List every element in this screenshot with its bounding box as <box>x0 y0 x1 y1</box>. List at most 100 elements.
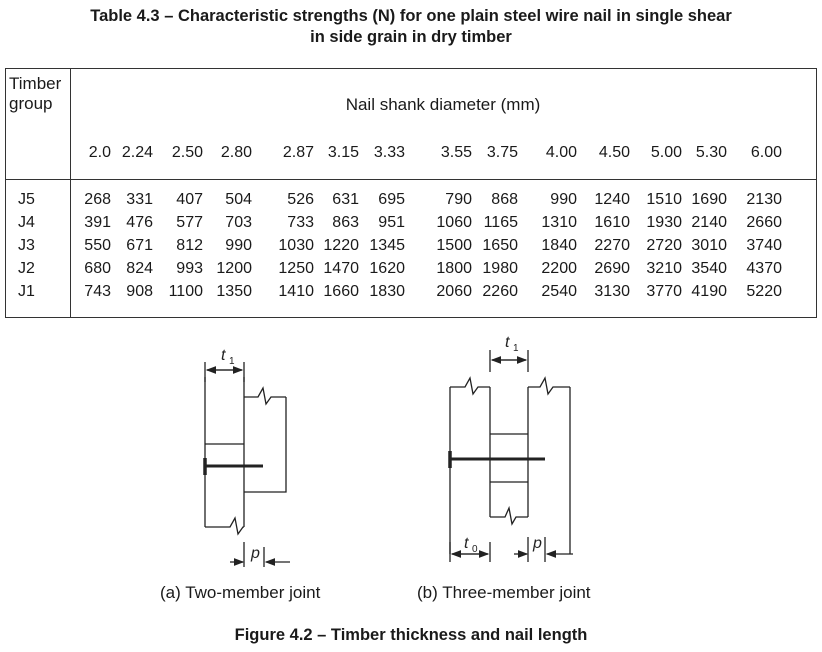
diameter-header-cell: 2.87 <box>282 144 314 161</box>
timber-group-header-text: Timber group <box>9 74 62 113</box>
strength-value-cell: 2270 <box>594 237 630 254</box>
diameter-header-cell: 3.33 <box>373 144 405 161</box>
strength-value-cell: 1310 <box>541 214 577 231</box>
t0-label-b: t <box>464 535 469 552</box>
diameter-header-cell: 2.0 <box>88 144 111 161</box>
strength-value-cell: 812 <box>176 237 203 254</box>
strength-value-cell: 1030 <box>278 237 314 254</box>
strength-value-cell: 1650 <box>482 237 518 254</box>
strength-value-cell: 1690 <box>691 191 727 208</box>
t1-sub-b: 1 <box>513 343 519 354</box>
strength-value-cell: 4190 <box>691 283 727 300</box>
strength-value-cell: 1410 <box>278 283 314 300</box>
strength-value-cell: 3770 <box>646 283 682 300</box>
strength-value-cell: 1500 <box>436 237 472 254</box>
p-label-b: p <box>532 535 542 552</box>
two-member-joint-drawing <box>203 362 290 567</box>
strength-value-cell: 2260 <box>482 283 518 300</box>
caption-two-member: (a) Two-member joint <box>160 583 321 602</box>
diameter-header-cell: 5.30 <box>695 144 727 161</box>
nail-diameter-header: Nail shank diameter (mm) <box>345 95 541 114</box>
strength-value-cell: 1220 <box>323 237 359 254</box>
strength-value-cell: 1100 <box>168 283 203 300</box>
diameter-header-cell: 3.75 <box>486 144 518 161</box>
strength-value-cell: 1610 <box>594 214 630 231</box>
strength-value-cell: 268 <box>84 191 111 208</box>
strength-value-cell: 1830 <box>369 283 405 300</box>
three-member-joint-drawing <box>448 350 573 562</box>
strength-value-cell: 790 <box>445 191 472 208</box>
strength-value-cell: 3540 <box>691 260 727 277</box>
diameter-header-cell: 6.00 <box>750 144 782 161</box>
strength-value-cell: 526 <box>287 191 314 208</box>
strength-value-cell: 680 <box>84 260 111 277</box>
strength-value-cell: 863 <box>332 214 359 231</box>
t0-sub-b: 0 <box>472 544 478 555</box>
strength-value-cell: 2130 <box>746 191 782 208</box>
strength-value-cell: 671 <box>126 237 153 254</box>
strength-value-cell: 1660 <box>323 283 359 300</box>
joint-figures: t 1 p t 1 t 0 p <box>203 334 573 567</box>
timber-group-cell: J1 <box>18 283 35 300</box>
strength-value-cell: 3210 <box>646 260 682 277</box>
strength-value-cell: 1250 <box>278 260 314 277</box>
strength-value-cell: 990 <box>550 191 577 208</box>
strength-value-cell: 908 <box>126 283 153 300</box>
strength-value-cell: 695 <box>378 191 405 208</box>
strength-value-cell: 577 <box>176 214 203 231</box>
diameter-header-cell: 3.15 <box>327 144 359 161</box>
diameter-header-cell: 2.50 <box>171 144 203 161</box>
strength-value-cell: 4370 <box>746 260 782 277</box>
strength-value-cell: 1620 <box>369 260 405 277</box>
timber-group-cell: J5 <box>18 191 35 208</box>
table-title: Table 4.3 – Characteristic strengths (N)… <box>0 6 822 48</box>
strength-value-cell: 476 <box>126 214 153 231</box>
strength-value-cell: 504 <box>225 191 252 208</box>
group-column-divider <box>70 69 71 317</box>
strength-value-cell: 3740 <box>746 237 782 254</box>
strength-value-cell: 990 <box>225 237 252 254</box>
p-label-a: p <box>250 545 260 562</box>
strength-value-cell: 1470 <box>323 260 359 277</box>
t1-label-b: t <box>505 334 510 351</box>
t1-sub-a: 1 <box>229 356 235 367</box>
diameter-header-cell: 2.80 <box>220 144 252 161</box>
strength-value-cell: 1240 <box>594 191 630 208</box>
strength-value-cell: 1200 <box>216 260 252 277</box>
diameter-header-cell: 4.00 <box>545 144 577 161</box>
strength-value-cell: 1350 <box>216 283 252 300</box>
strength-value-cell: 1165 <box>483 214 518 231</box>
strength-table: Timber group Nail shank diameter (mm) 2.… <box>5 68 817 318</box>
table-title-line-2: in side grain in dry timber <box>310 28 512 46</box>
diameter-header-cell: 3.55 <box>440 144 472 161</box>
strength-value-cell: 993 <box>176 260 203 277</box>
strength-value-cell: 1840 <box>541 237 577 254</box>
strength-value-cell: 1980 <box>482 260 518 277</box>
strength-value-cell: 2690 <box>594 260 630 277</box>
strength-value-cell: 2540 <box>541 283 577 300</box>
strength-value-cell: 391 <box>84 214 111 231</box>
strength-value-cell: 2140 <box>691 214 727 231</box>
strength-value-cell: 1345 <box>369 237 405 254</box>
strength-value-cell: 2660 <box>746 214 782 231</box>
figure-title: Figure 4.2 – Timber thickness and nail l… <box>234 626 588 644</box>
t1-label-a: t <box>221 347 226 364</box>
strength-value-cell: 1800 <box>436 260 472 277</box>
strength-value-cell: 868 <box>491 191 518 208</box>
diameter-header-cell: 4.50 <box>598 144 630 161</box>
strength-value-cell: 3010 <box>691 237 727 254</box>
strength-value-cell: 550 <box>84 237 111 254</box>
diameter-header-cell: 5.00 <box>650 144 682 161</box>
caption-three-member: (b) Three-member joint <box>417 583 591 602</box>
strength-value-cell: 1930 <box>646 214 682 231</box>
diameter-header-cell: 2.24 <box>121 144 153 161</box>
strength-value-cell: 5220 <box>746 283 782 300</box>
strength-value-cell: 703 <box>225 214 252 231</box>
strength-value-cell: 951 <box>378 214 405 231</box>
strength-value-cell: 3130 <box>594 283 630 300</box>
timber-group-header: Timber group <box>9 74 61 114</box>
timber-group-cell: J4 <box>18 214 35 231</box>
table-title-line-1: Table 4.3 – Characteristic strengths (N)… <box>90 7 732 25</box>
strength-value-cell: 407 <box>176 191 203 208</box>
strength-value-cell: 2200 <box>541 260 577 277</box>
